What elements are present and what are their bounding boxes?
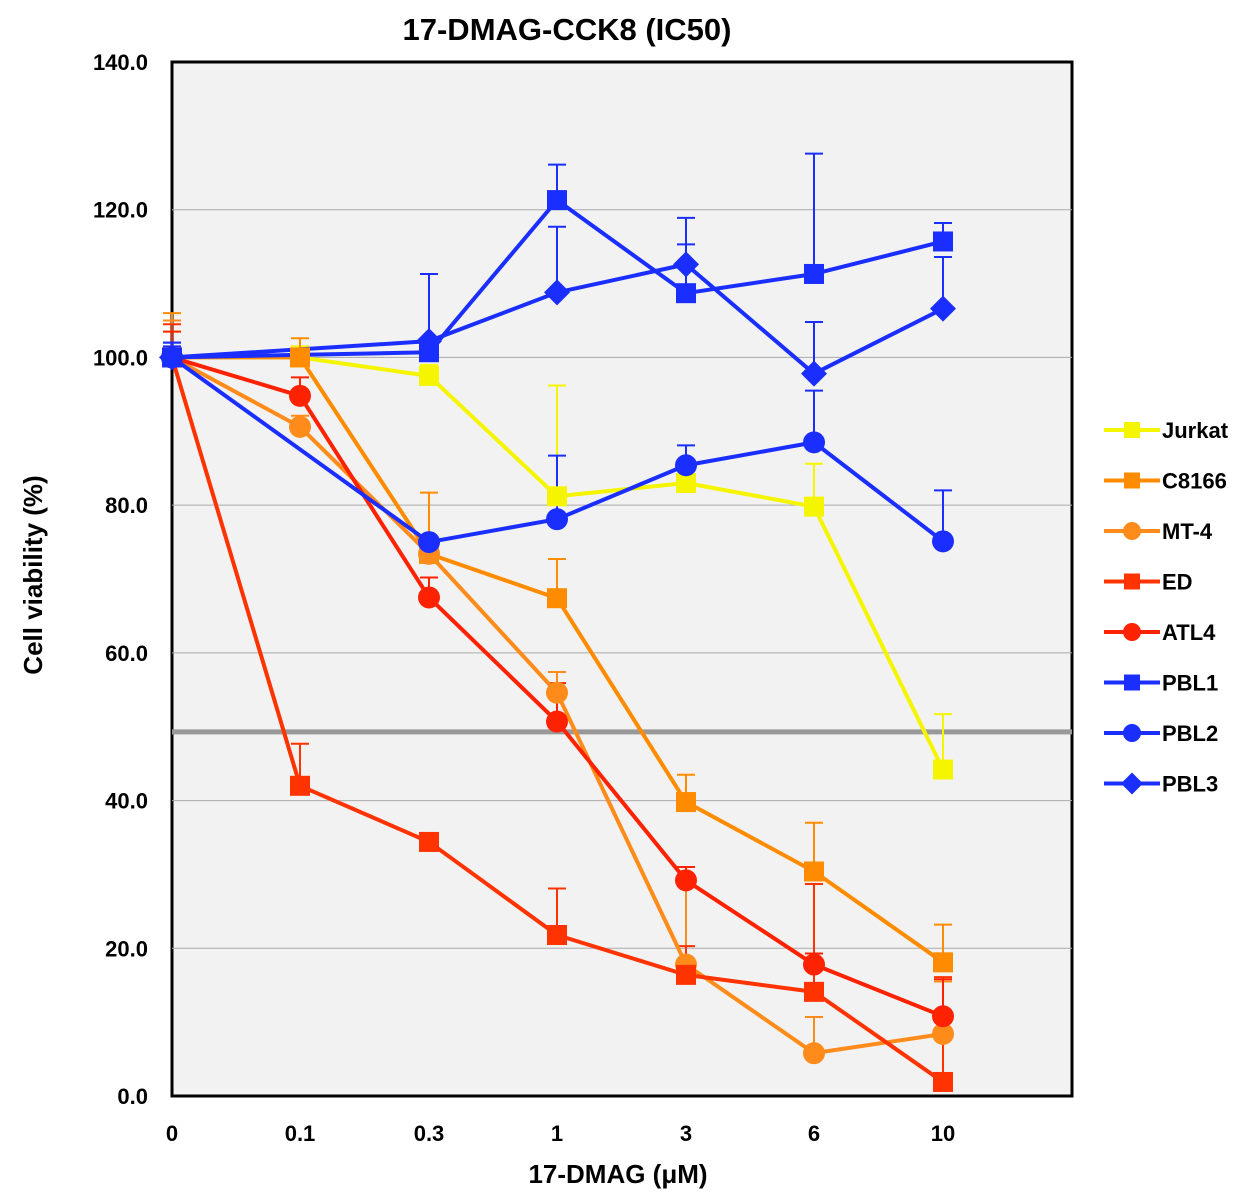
legend-label: C8166 (1162, 469, 1227, 494)
data-point (544, 279, 570, 306)
data-point (804, 861, 824, 882)
data-point (416, 328, 442, 355)
series-line-pbl3 (171, 262, 944, 376)
x-tick-label: 0.3 (414, 1121, 445, 1146)
data-point (803, 953, 825, 976)
y-tick-label: 80.0 (105, 493, 148, 518)
data-point (930, 295, 956, 322)
data-point (547, 588, 567, 609)
y-tick-label: 60.0 (105, 641, 148, 666)
chart-title: 17-DMAG-CCK8 (IC50) (403, 12, 732, 47)
data-point (932, 1005, 954, 1028)
data-point (676, 283, 696, 304)
y-tick-label: 100.0 (93, 345, 148, 370)
data-point (1123, 522, 1141, 540)
data-point (673, 251, 699, 278)
data-point (804, 496, 824, 517)
data-point (289, 384, 311, 407)
y-tick-label: 140.0 (93, 50, 148, 75)
data-point (547, 190, 567, 211)
legend: Jurkat C8166 MT-4 ED ATL4 PBL1 PBL2 PBL3 (1104, 418, 1229, 797)
data-point (1121, 772, 1143, 795)
data-point (1124, 573, 1140, 590)
data-point (419, 831, 439, 852)
data-point (1123, 724, 1141, 742)
data-point (159, 344, 185, 371)
data-point (1124, 674, 1140, 691)
legend-label: MT-4 (1162, 519, 1213, 544)
series-line-pbl2 (170, 355, 945, 545)
series-markers (159, 190, 956, 1092)
data-point (418, 531, 440, 554)
data-point (546, 508, 568, 531)
x-axis-label: 17-DMAG (μM) (528, 1159, 707, 1189)
legend-label: ED (1162, 570, 1193, 595)
x-tick-label: 1 (551, 1121, 563, 1146)
data-point (932, 530, 954, 553)
data-point (547, 486, 567, 507)
data-point (933, 759, 953, 780)
y-axis-ticks: 0.0 20.0 40.0 60.0 80.0 100.0 120.0 140.0 (93, 50, 148, 1109)
legend-label: Jurkat (1162, 418, 1229, 443)
data-point (676, 964, 696, 985)
data-point (290, 347, 310, 368)
legend-label: PBL1 (1162, 671, 1218, 696)
x-tick-label: 0 (166, 1121, 178, 1146)
x-tick-label: 10 (931, 1121, 955, 1146)
data-point (933, 231, 953, 252)
y-tick-label: 0.0 (117, 1084, 148, 1109)
data-point (675, 454, 697, 477)
legend-label: PBL2 (1162, 721, 1218, 746)
data-point (675, 869, 697, 892)
data-point (1124, 422, 1140, 438)
data-point (290, 775, 310, 796)
y-tick-label: 20.0 (105, 936, 148, 961)
x-axis-ticks: 0 0.1 0.3 1 3 6 10 (166, 1121, 955, 1146)
legend-label: PBL3 (1162, 772, 1218, 797)
data-point (1124, 472, 1140, 489)
data-point (418, 586, 440, 609)
x-tick-label: 0.1 (285, 1121, 316, 1146)
data-point (547, 924, 567, 945)
data-point (676, 792, 696, 813)
data-point (546, 710, 568, 733)
data-point (933, 1071, 953, 1092)
y-tick-label: 120.0 (93, 198, 148, 223)
data-point (803, 1042, 825, 1065)
series-line-pbl1 (171, 198, 944, 360)
data-point (803, 431, 825, 454)
data-point (804, 263, 824, 284)
data-point (419, 365, 439, 386)
data-point (289, 415, 311, 438)
data-point (546, 681, 568, 704)
data-point (804, 981, 824, 1002)
x-tick-label: 6 (808, 1121, 820, 1146)
plot-area (170, 60, 1074, 1098)
data-point (801, 360, 827, 387)
legend-label: ATL4 (1162, 620, 1216, 645)
y-tick-label: 40.0 (105, 789, 148, 814)
y-axis-label: Cell viability (%) (18, 475, 48, 674)
data-point (676, 472, 696, 493)
data-point (933, 952, 953, 973)
x-tick-label: 3 (680, 1121, 692, 1146)
data-point (1123, 623, 1141, 641)
data-point (932, 1022, 954, 1045)
